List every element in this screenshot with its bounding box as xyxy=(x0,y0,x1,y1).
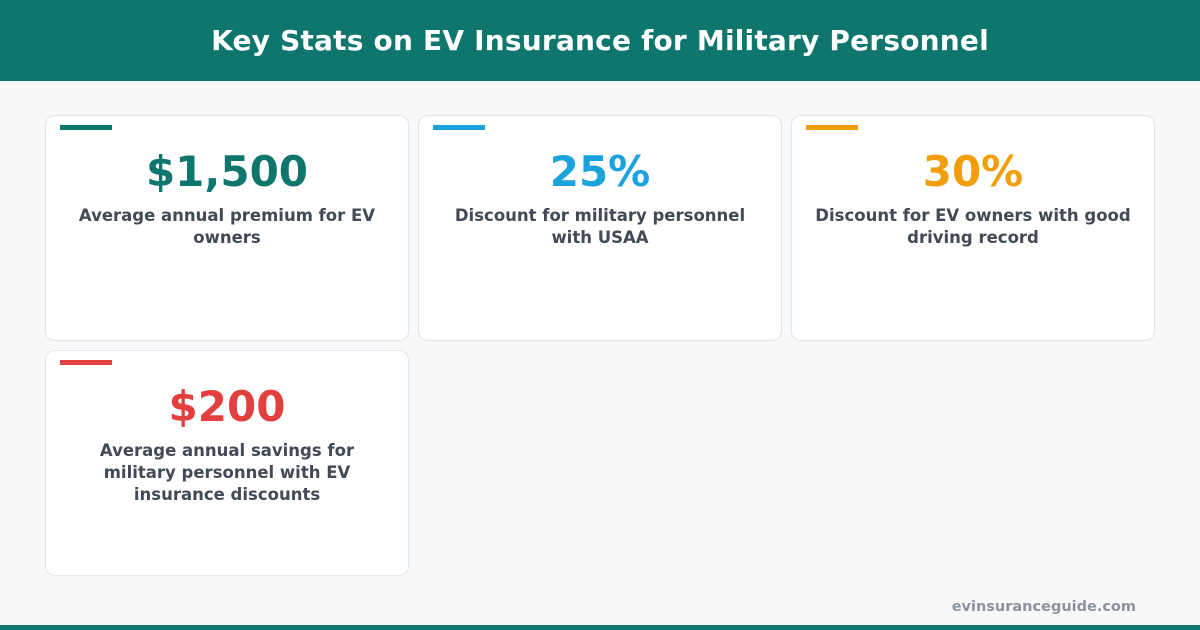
website-url: evinsuranceguide.com xyxy=(951,599,1136,615)
stat-value: 25% xyxy=(549,147,651,196)
card-accent-bar xyxy=(806,125,858,130)
stat-card: $1,500 Average annual premium for EV own… xyxy=(45,115,409,341)
card-accent-bar xyxy=(60,125,112,130)
footer-bar xyxy=(0,625,1200,630)
stat-label: Average annual savings for military pers… xyxy=(99,441,355,504)
card-accent-bar xyxy=(433,125,485,130)
stat-label: Average annual premium for EV owners xyxy=(78,206,376,247)
stat-value: 30% xyxy=(922,147,1024,196)
header-banner: Key Stats on EV Insurance for Military P… xyxy=(0,0,1200,81)
page-title: Key Stats on EV Insurance for Military P… xyxy=(211,24,989,57)
stat-label: Discount for EV owners with good driving… xyxy=(815,206,1131,247)
stat-card: $200 Average annual savings for military… xyxy=(45,350,409,576)
stat-label: Discount for military personnel with USA… xyxy=(454,206,746,247)
stat-value: $1,500 xyxy=(145,147,309,196)
stat-card: 25% Discount for military personnel with… xyxy=(418,115,782,341)
stat-value: $200 xyxy=(168,382,286,431)
stat-card: 30% Discount for EV owners with good dri… xyxy=(791,115,1155,341)
card-accent-bar xyxy=(60,360,112,365)
